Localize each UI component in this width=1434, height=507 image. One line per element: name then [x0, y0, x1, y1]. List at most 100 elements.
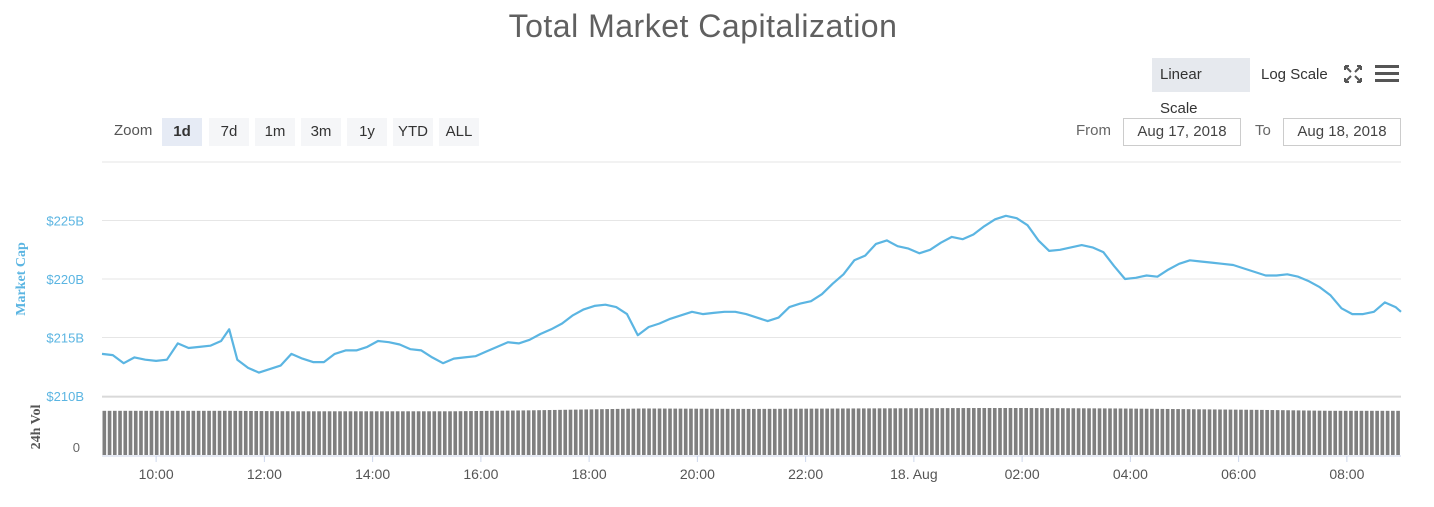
volume-bar [479, 410, 484, 455]
volume-bar [212, 410, 217, 455]
volume-bar [1139, 408, 1144, 455]
volume-bar [856, 408, 861, 455]
volume-bar [217, 410, 222, 455]
volume-bar [505, 410, 510, 455]
hamburger-menu-icon[interactable] [1375, 64, 1399, 84]
volume-bar [594, 409, 599, 455]
volume-bar [757, 408, 761, 455]
zoom-1y-button[interactable]: 1y [347, 118, 387, 146]
volume-bar [945, 408, 950, 455]
zoom-all-button[interactable]: ALL [439, 118, 479, 146]
volume-bar [1270, 410, 1275, 455]
volume-bar [1034, 408, 1039, 455]
zoom-1m-button[interactable]: 1m [255, 118, 295, 146]
volume-bar [1223, 409, 1228, 455]
volume-bar [1328, 410, 1332, 455]
volume-bar [825, 408, 829, 455]
volume-bar [1212, 409, 1217, 455]
volume-bar [1317, 410, 1322, 455]
volume-bar [395, 411, 400, 455]
volume-bar [631, 408, 636, 455]
volume-bar [804, 408, 809, 455]
volume-bar [196, 410, 201, 455]
volume-bar [888, 408, 892, 455]
volume-bar [458, 411, 463, 455]
volume-bar [432, 411, 437, 455]
zoom-7d-button[interactable]: 7d [209, 118, 249, 146]
volume-bar [526, 410, 531, 455]
volume-bar [668, 408, 672, 455]
volume-bar [364, 411, 369, 455]
x-tick-label: 12:00 [247, 466, 282, 482]
volume-bar [987, 408, 992, 455]
zoom-ytd-button[interactable]: YTD [393, 118, 433, 146]
volume-bar [390, 411, 395, 455]
volume-bar [312, 411, 316, 455]
volume-bar [175, 410, 180, 455]
volume-bar [1008, 408, 1013, 455]
volume-bar [1160, 408, 1165, 455]
volume-bar [1301, 410, 1306, 455]
volume-bar [1097, 408, 1102, 455]
volume-bar [1113, 408, 1118, 455]
volume-bar [453, 411, 458, 455]
volume-bar [799, 408, 803, 455]
volume-bar [1391, 410, 1395, 455]
volume-bar [1364, 410, 1369, 455]
volume-bar [652, 408, 657, 455]
volume-bar [243, 410, 248, 455]
log-scale-button[interactable]: Log Scale [1261, 66, 1328, 83]
zoom-3m-button[interactable]: 3m [301, 118, 341, 146]
volume-bar [966, 408, 971, 455]
volume-bar [249, 410, 253, 455]
volume-bar [275, 411, 279, 455]
volume-bar [1061, 408, 1065, 455]
volume-bar [500, 410, 505, 455]
volume-bar [683, 408, 688, 455]
volume-bar [332, 411, 337, 455]
x-tick-label: 10:00 [139, 466, 174, 482]
volume-bar [605, 409, 609, 455]
volume-bar [160, 410, 164, 455]
volume-bar [1296, 410, 1301, 455]
volume-bar [898, 408, 903, 455]
zoom-1d-button[interactable]: 1d [162, 118, 202, 146]
volume-bar [919, 408, 924, 455]
volume-bar [772, 408, 777, 455]
volume-bar [207, 410, 211, 455]
fullscreen-icon[interactable] [1343, 64, 1363, 84]
volume-bar [626, 408, 630, 455]
volume-bar [1385, 410, 1390, 455]
volume-bar [956, 408, 960, 455]
volume-bar [202, 410, 206, 455]
volume-bar [1375, 410, 1379, 455]
volume-bar [752, 408, 756, 455]
volume-bar [867, 408, 871, 455]
volume-bar [1207, 409, 1212, 455]
volume-bar [977, 408, 981, 455]
volume-bar [1076, 408, 1081, 455]
volume-bar [877, 408, 882, 455]
volume-bar [851, 408, 856, 455]
volume-bar [133, 410, 138, 455]
volume-bar [861, 408, 866, 455]
volume-bar [573, 409, 578, 455]
linear-scale-button[interactable]: Linear Scale [1152, 58, 1250, 117]
volume-bar [380, 411, 384, 455]
volume-axis-title: 24h Vol [29, 405, 44, 450]
volume-bar [1165, 408, 1170, 455]
volume-bar [568, 409, 573, 455]
y-tick-label: $225B [46, 214, 84, 229]
volume-bar [830, 408, 835, 455]
volume-bar [841, 408, 845, 455]
to-date-input[interactable] [1283, 118, 1401, 146]
volume-bar [139, 410, 143, 455]
y-tick-label: $215B [46, 331, 84, 346]
from-date-input[interactable] [1123, 118, 1241, 146]
x-tick-label: 04:00 [1113, 466, 1148, 482]
volume-bar [1129, 408, 1133, 455]
x-tick-label: 16:00 [463, 466, 498, 482]
volume-bar [741, 408, 746, 455]
volume-bar [783, 408, 788, 455]
x-tick-label: 18. Aug [890, 466, 938, 482]
